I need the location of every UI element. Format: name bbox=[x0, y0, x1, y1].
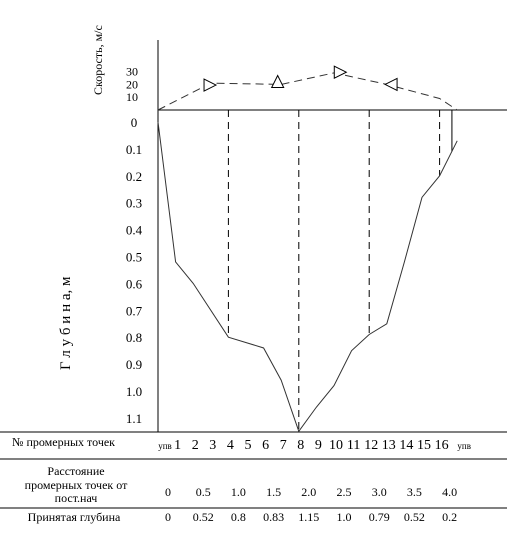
distance-value: 0 bbox=[165, 485, 171, 499]
point-number-label: 9 bbox=[315, 438, 322, 453]
velocity-tick-label: 20 bbox=[126, 77, 138, 91]
table-row3-values: 0 0.52 0.8 0.83 1.15 1.0 0.79 0.52 0.2 bbox=[165, 510, 457, 524]
velocity-marker-triangle-icon bbox=[383, 77, 398, 92]
depth-value: 1.15 bbox=[298, 510, 319, 524]
velocity-tick-label: 10 bbox=[126, 90, 138, 104]
point-number-label: 7 bbox=[280, 438, 287, 453]
distance-value: 2.0 bbox=[301, 485, 316, 499]
point-number-label: 10 bbox=[329, 438, 343, 453]
depth-tick-label: 1.1 bbox=[126, 411, 142, 426]
depth-value: 0.52 bbox=[193, 510, 214, 524]
point-number-label: 6 bbox=[262, 438, 269, 453]
depth-tick-label: 0.9 bbox=[126, 357, 142, 372]
point-number-label: 13 bbox=[382, 438, 396, 453]
point-number-label: 11 bbox=[347, 438, 360, 453]
depth-value: 0 bbox=[165, 510, 171, 524]
table-row3-label: Принятая глубина bbox=[28, 510, 121, 524]
velocity-profile-line bbox=[157, 72, 458, 111]
depth-tick-label: 0.5 bbox=[126, 250, 142, 265]
point-number-label: 8 bbox=[297, 438, 304, 453]
distance-value: 3.0 bbox=[372, 485, 387, 499]
table-row2-label-line-3: пост.нач bbox=[55, 491, 98, 505]
measurement-verticals bbox=[227, 110, 453, 432]
table-row2-label-line-1: Расстояние bbox=[47, 464, 104, 478]
table-row1-values: упв 1 2 3 4 5 6 7 8 9 10 11 12 13 14 15 16 упв bbox=[158, 438, 471, 453]
velocity-markers bbox=[203, 65, 398, 92]
riverbed-depth-profile bbox=[157, 121, 458, 433]
point-number-label: 4 bbox=[227, 438, 234, 453]
distance-value: 3.5 bbox=[407, 485, 422, 499]
distance-value: 0.5 bbox=[196, 485, 211, 499]
depth-value: 0.79 bbox=[369, 510, 390, 524]
depth-value: 0.8 bbox=[231, 510, 246, 524]
depth-value: 1.0 bbox=[337, 510, 352, 524]
depth-value: 0.83 bbox=[263, 510, 284, 524]
depth-tick-label: 0.1 bbox=[126, 142, 142, 157]
table-row2-values: 0 0.5 1.0 1.5 2.0 2.5 3.0 3.5 4.0 bbox=[165, 485, 457, 499]
depth-tick-label: 0.7 bbox=[126, 303, 143, 318]
point-number-label: 5 bbox=[245, 438, 252, 453]
table-row2-label-line-2: промерных точек от bbox=[25, 478, 128, 492]
depth-tick-label: 0.2 bbox=[126, 169, 142, 184]
distance-value: 2.5 bbox=[337, 485, 352, 499]
depth-tick-label: 0 bbox=[131, 115, 138, 130]
velocity-marker-triangle-icon bbox=[270, 74, 285, 88]
point-number-label: 14 bbox=[399, 438, 413, 453]
table-row1-label: № промерных точек bbox=[12, 435, 115, 449]
point-number-label: 3 bbox=[209, 438, 216, 453]
depth-tick-label: 0.6 bbox=[126, 276, 143, 291]
point-number-label: 1 bbox=[174, 438, 181, 453]
depth-tick-label: 0.3 bbox=[126, 196, 142, 211]
point-number-label: упв bbox=[457, 441, 471, 451]
distance-value: 1.0 bbox=[231, 485, 246, 499]
point-number-label: упв bbox=[158, 441, 172, 451]
depth-tick-label: 0.4 bbox=[126, 223, 143, 238]
velocity-marker-triangle-icon bbox=[203, 78, 218, 92]
depth-value: 0.52 bbox=[404, 510, 425, 524]
distance-value: 4.0 bbox=[442, 485, 457, 499]
depth-tick-labels: 0 0.1 0.2 0.3 0.4 0.5 0.6 0.7 0.8 0.9 1.0 1.1 bbox=[126, 115, 143, 426]
velocity-axis-label: Скорость, м/с bbox=[91, 25, 105, 95]
point-number-label: 15 bbox=[417, 438, 431, 453]
point-number-label: 16 bbox=[435, 438, 449, 453]
distance-value: 1.5 bbox=[266, 485, 281, 499]
velocity-tick-label: 30 bbox=[126, 65, 138, 79]
depth-axis-label: Г л у б и н а, м bbox=[58, 276, 74, 370]
point-number-label: 2 bbox=[192, 438, 199, 453]
depth-tick-label: 0.8 bbox=[126, 330, 142, 345]
depth-value: 0.2 bbox=[442, 510, 457, 524]
velocity-marker-triangle-icon bbox=[333, 65, 348, 80]
point-number-label: 12 bbox=[364, 438, 378, 453]
depth-tick-label: 1.0 bbox=[126, 384, 142, 399]
